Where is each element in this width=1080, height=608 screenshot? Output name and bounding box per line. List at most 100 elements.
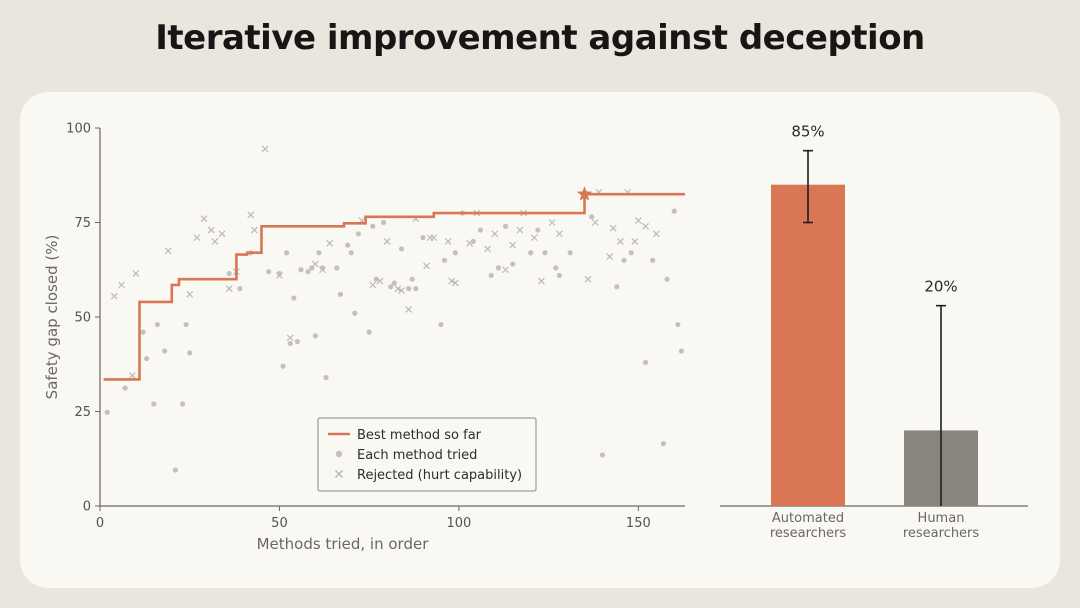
tried-point <box>664 276 670 282</box>
rejected-point <box>451 279 459 287</box>
tried-point <box>628 250 634 256</box>
rejected-point <box>530 234 538 242</box>
tried-point <box>660 441 667 447</box>
tried-point <box>287 340 293 347</box>
tried-point <box>642 359 649 365</box>
bar-category-label: Human <box>918 511 965 526</box>
rejected-point <box>247 211 255 219</box>
tried-point <box>614 284 620 290</box>
bar-value-label: 20% <box>924 278 957 296</box>
rejected-point <box>652 230 660 238</box>
rejected-point <box>225 285 233 293</box>
tried-point <box>671 208 677 214</box>
rejected-point <box>286 334 294 342</box>
tried-point <box>542 250 548 256</box>
legend-box <box>317 417 537 492</box>
rejected-point <box>132 270 140 277</box>
rejected-point <box>584 275 592 283</box>
rejected-point <box>448 277 456 285</box>
y-axis-title: Safety gap closed (%) <box>43 235 61 400</box>
rejected-point <box>484 245 492 253</box>
tried-point <box>621 257 627 263</box>
rejected-point <box>606 253 614 260</box>
rejected-point <box>118 281 125 289</box>
tried-point <box>495 265 501 271</box>
tried-point <box>122 385 128 391</box>
x-tick-label: 0 <box>96 516 104 531</box>
rejected-point <box>376 277 384 285</box>
tried-point <box>154 321 161 328</box>
rejected-point <box>200 215 208 223</box>
legend-swatch-x <box>335 470 343 478</box>
rejected-point <box>591 219 599 226</box>
tried-point <box>502 223 509 229</box>
tried-point <box>280 363 286 369</box>
bar-value-label: 85% <box>791 123 824 141</box>
tried-point <box>345 242 351 248</box>
bar-category-label: researchers <box>903 526 980 541</box>
bar-category-label: researchers <box>770 526 847 541</box>
tried-point <box>237 286 243 292</box>
rejected-point <box>261 145 269 153</box>
bar-automated <box>771 184 845 506</box>
rejected-point <box>211 237 219 245</box>
tried-point <box>187 350 193 356</box>
x-tick-label: 50 <box>271 516 288 531</box>
tried-point <box>366 329 372 335</box>
rejected-point <box>555 230 563 238</box>
x-tick-label: 150 <box>626 516 651 531</box>
tried-point <box>312 333 318 339</box>
rejected-point <box>164 247 172 255</box>
tried-point <box>298 267 304 273</box>
tried-point <box>406 286 412 292</box>
y-tick-label: 75 <box>74 216 91 231</box>
tried-point <box>650 257 656 263</box>
tried-point <box>373 276 379 282</box>
rejected-point <box>516 226 524 234</box>
tried-point <box>183 321 189 328</box>
legend-swatch-dot <box>335 450 343 458</box>
tried-point <box>420 235 426 241</box>
rejected-point <box>491 230 499 238</box>
bar-panel: 85%Automatedresearchers20%Humanresearche… <box>720 123 1028 541</box>
rejected-point <box>207 226 215 234</box>
tried-point <box>413 286 419 292</box>
tried-point <box>294 338 300 345</box>
tried-point <box>144 355 150 362</box>
tried-point <box>284 250 290 256</box>
rejected-point <box>276 271 283 279</box>
rejected-point <box>548 219 556 226</box>
tried-point <box>528 250 534 256</box>
tried-point <box>316 250 322 256</box>
tried-point <box>172 467 178 473</box>
tried-point <box>398 246 405 252</box>
tried-point <box>104 409 110 415</box>
y-tick-label: 25 <box>74 405 91 420</box>
rejected-point <box>430 234 438 242</box>
tried-point <box>388 284 394 290</box>
chart-card <box>20 92 1060 588</box>
tried-point <box>438 321 444 328</box>
legend-label-best: Best method so far <box>357 428 482 443</box>
tried-point <box>535 227 541 233</box>
tried-point <box>675 321 681 328</box>
y-tick-label: 100 <box>66 122 91 137</box>
rejected-point <box>110 292 118 300</box>
tried-point <box>380 219 387 226</box>
tried-point <box>477 227 484 233</box>
rejected-point <box>616 237 624 245</box>
rejected-point <box>634 217 642 225</box>
tried-point <box>567 250 573 256</box>
rejected-point <box>642 222 649 230</box>
tried-point <box>678 348 685 354</box>
tried-point <box>510 261 516 267</box>
tried-point <box>441 257 448 263</box>
rejected-point <box>250 226 258 234</box>
legend-label-tried: Each method tried <box>357 448 477 463</box>
tried-point <box>470 238 476 244</box>
y-tick-label: 50 <box>74 311 91 326</box>
tried-point <box>599 452 606 458</box>
rejected-point <box>509 241 517 249</box>
rejected-point <box>631 237 639 245</box>
